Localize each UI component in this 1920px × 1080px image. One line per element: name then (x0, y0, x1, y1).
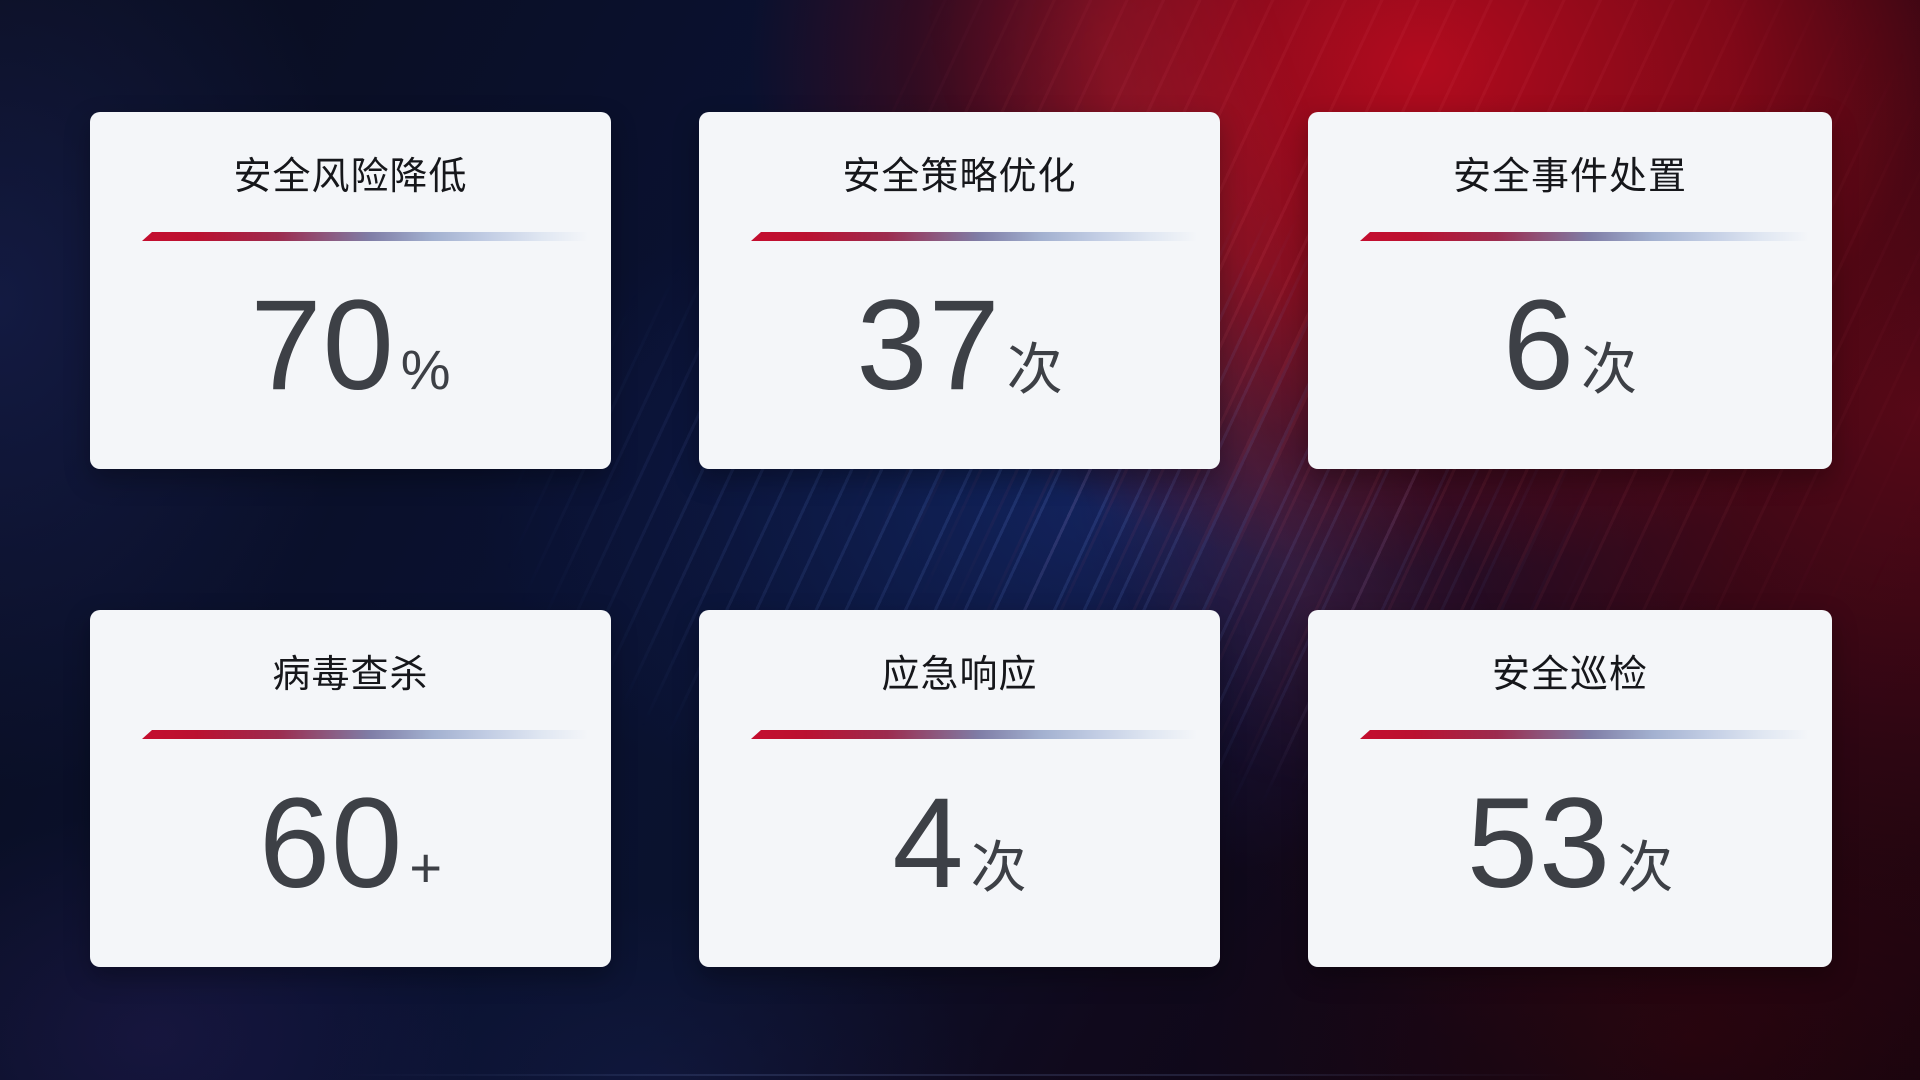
stat-card-divider (142, 730, 597, 739)
stat-value-unit: % (400, 338, 451, 401)
stat-value-number: 53 (1466, 772, 1612, 915)
stat-card-value-area: 6 次 (1308, 241, 1832, 451)
stat-value-number: 60 (258, 772, 404, 915)
stat-card-value: 6 次 (1503, 282, 1637, 410)
stat-card-value: 60 + (259, 780, 442, 908)
stat-card-security-inspection: 安全巡检 53 次 (1308, 610, 1832, 967)
stat-card-emergency-response: 应急响应 4 次 (699, 610, 1220, 967)
stat-card-divider (751, 730, 1206, 739)
stat-value-number: 70 (250, 274, 395, 417)
stat-value-unit: 次 (1581, 338, 1638, 401)
stat-card-title: 安全策略优化 (842, 156, 1077, 198)
stat-value-number: 6 (1502, 274, 1576, 417)
stat-card-value-area: 60 + (90, 739, 611, 949)
stat-value-unit: + (409, 836, 443, 899)
stat-card-virus-scan: 病毒查杀 60 + (90, 610, 611, 967)
stat-card-incident-handling: 安全事件处置 6 次 (1308, 112, 1832, 469)
stat-card-title: 安全巡检 (1491, 654, 1648, 696)
stat-value-unit: 次 (970, 836, 1027, 899)
stat-card-policy-optimization: 安全策略优化 37 次 (699, 112, 1220, 469)
stat-card-title: 病毒查杀 (272, 654, 429, 696)
stat-card-value: 37 次 (856, 282, 1062, 410)
stat-card-risk-reduction: 安全风险降低 70 % (90, 112, 611, 469)
stat-card-title: 应急响应 (881, 654, 1038, 696)
stat-value-number: 37 (856, 274, 1001, 417)
stat-card-divider (1360, 730, 1818, 739)
stat-value-unit: 次 (1617, 836, 1674, 899)
stat-card-title: 安全事件处置 (1452, 156, 1687, 198)
stat-card-value-area: 37 次 (699, 241, 1220, 451)
stat-card-value: 4 次 (892, 780, 1026, 908)
stat-value-number: 4 (892, 772, 965, 915)
background-bottom-glow-line (0, 1074, 1920, 1076)
stat-card-value: 70 % (250, 282, 450, 410)
stat-card-divider (142, 232, 597, 241)
stat-value-unit: 次 (1006, 338, 1063, 401)
stat-card-divider (751, 232, 1206, 241)
stat-card-value-area: 4 次 (699, 739, 1220, 949)
stat-card-value: 53 次 (1467, 780, 1673, 908)
stat-card-value-area: 53 次 (1308, 739, 1832, 949)
stat-card-value-area: 70 % (90, 241, 611, 451)
stat-card-divider (1360, 232, 1818, 241)
stat-card-title: 安全风险降低 (233, 156, 468, 198)
